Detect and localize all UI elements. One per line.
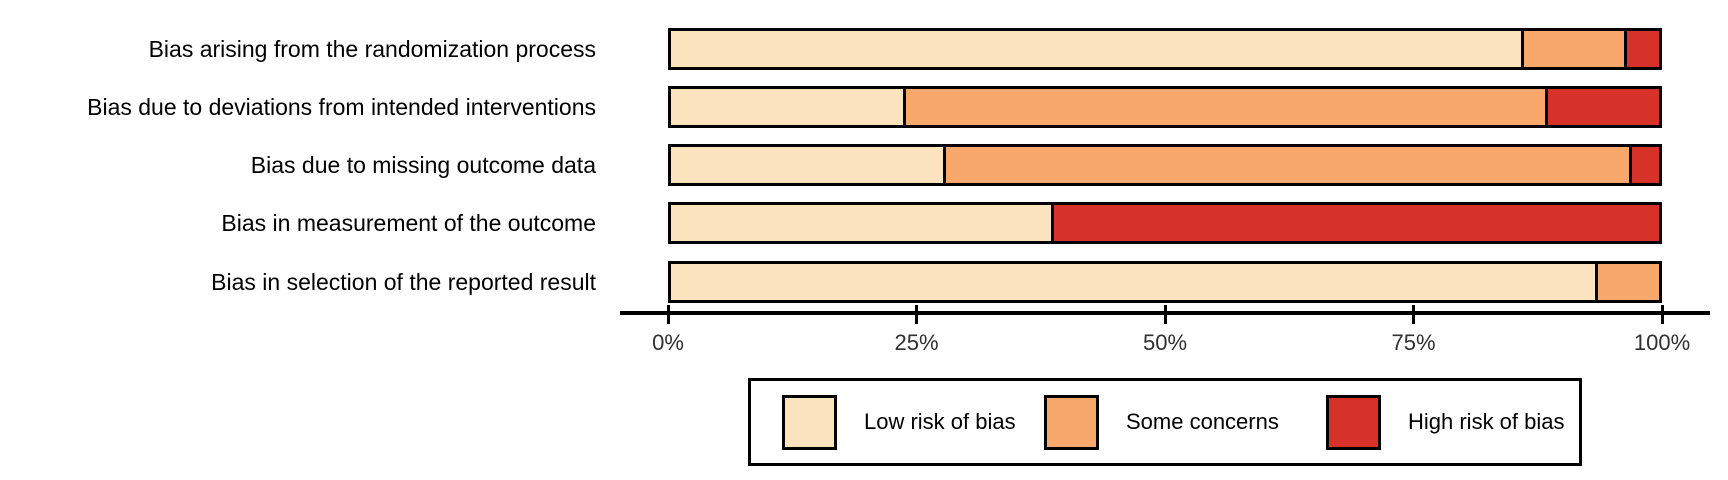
x-axis-tick bbox=[1163, 305, 1167, 324]
bar-segment bbox=[1594, 264, 1659, 300]
category-label: Bias in selection of the reported result bbox=[211, 269, 596, 295]
bar-segment bbox=[671, 89, 904, 125]
x-axis-tick-label: 0% bbox=[652, 330, 684, 355]
stacked-bar bbox=[668, 28, 1662, 70]
legend-item-label: High risk of bias bbox=[1408, 409, 1565, 434]
category-label: Bias due to deviations from intended int… bbox=[87, 94, 596, 120]
bar-segment bbox=[942, 147, 1630, 183]
category-label: Bias in measurement of the outcome bbox=[221, 210, 596, 236]
x-axis-tick-label: 25% bbox=[894, 330, 939, 355]
legend-swatch bbox=[1044, 394, 1099, 450]
bar-segment bbox=[903, 89, 1546, 125]
legend-swatch bbox=[782, 394, 837, 450]
x-axis-tick-label: 50% bbox=[1142, 330, 1188, 355]
bar-segment bbox=[1520, 31, 1625, 67]
x-axis-tick bbox=[1412, 305, 1415, 324]
x-axis-tick bbox=[666, 305, 670, 324]
legend-item: Low risk of bias bbox=[782, 381, 1016, 463]
x-axis-tick bbox=[915, 305, 918, 324]
bar-segment bbox=[1545, 89, 1659, 125]
stacked-bar bbox=[668, 202, 1662, 244]
bar-segment bbox=[671, 205, 1052, 241]
legend-item-label: Low risk of bias bbox=[864, 409, 1016, 434]
legend-item-label: Some concerns bbox=[1126, 409, 1279, 434]
bar-segment bbox=[671, 31, 1521, 67]
stacked-bar bbox=[668, 261, 1662, 303]
category-label: Bias due to missing outcome data bbox=[250, 152, 596, 178]
x-axis-tick-label: 100% bbox=[1633, 330, 1691, 355]
x-axis-tick-label: 75% bbox=[1391, 330, 1436, 355]
bar-segment bbox=[1051, 205, 1659, 241]
x-axis-tick bbox=[1660, 305, 1664, 324]
legend-item: High risk of bias bbox=[1326, 381, 1565, 463]
stacked-bar bbox=[668, 144, 1662, 186]
bar-segment bbox=[671, 147, 943, 183]
legend-item: Some concerns bbox=[1044, 381, 1279, 463]
bar-segment bbox=[1629, 147, 1659, 183]
bar-segment bbox=[1624, 31, 1659, 67]
legend-swatch bbox=[1326, 394, 1381, 450]
legend-box: Low risk of bias Some concerns High risk o… bbox=[748, 378, 1582, 466]
stacked-bar bbox=[668, 86, 1662, 128]
bar-segment bbox=[671, 264, 1595, 300]
category-label: Bias arising from the randomization proc… bbox=[148, 36, 596, 62]
